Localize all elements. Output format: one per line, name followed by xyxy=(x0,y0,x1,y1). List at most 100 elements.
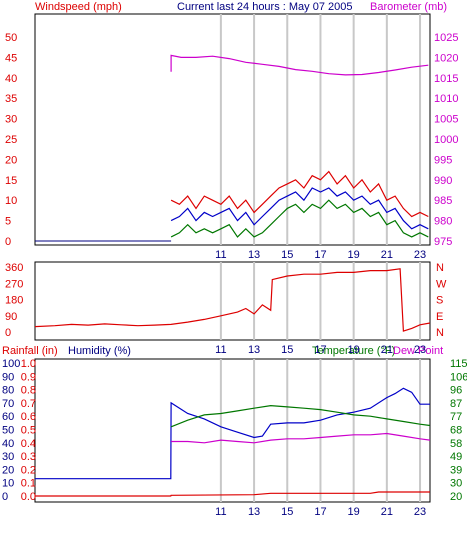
windspeed-tick-label: 5 xyxy=(5,216,11,228)
x-tick-label: 23 xyxy=(414,344,426,356)
humidity-tick-label: 50 xyxy=(2,425,14,437)
x-tick-label: 19 xyxy=(348,506,360,518)
wind-baro-line-green xyxy=(170,199,429,238)
windspeed-tick-label: 0 xyxy=(5,236,11,248)
wind-direction-tick-label: 90 xyxy=(5,311,17,323)
temperature-tick-label: 106 xyxy=(450,371,467,383)
barometer-tick-label: 995 xyxy=(434,154,452,166)
rain-hum-temp-line-green xyxy=(170,404,431,428)
wind-baro-line-magenta xyxy=(170,54,429,76)
wind-direction-line-red xyxy=(34,268,431,332)
plot-frame-wind-baro xyxy=(34,13,431,246)
x-tick-label: 23 xyxy=(414,506,426,518)
humidity-tick-label: 0 xyxy=(2,491,8,503)
humidity-tick-label: 30 xyxy=(2,451,14,463)
temperature-tick-label: 77 xyxy=(450,411,462,423)
dewpoint-axis-label: Dew Point xyxy=(393,345,443,357)
x-tick-label: 17 xyxy=(314,249,326,261)
temperature-tick-label: 96 xyxy=(450,385,462,397)
rain-hum-temp-line-red xyxy=(35,491,430,497)
chart-title: Current last 24 hours : May 07 2005 xyxy=(177,1,352,13)
rainfall-tick-label: 0.4 xyxy=(21,438,36,450)
rainfall-tick-label: 0.0 xyxy=(21,491,36,503)
windspeed-tick-label: 15 xyxy=(5,175,17,187)
rainfall-tick-label: 0.3 xyxy=(21,451,36,463)
windspeed-axis-label: Windspeed (mph) xyxy=(35,1,122,13)
x-tick-label: 13 xyxy=(248,344,260,356)
wind-direction-tick-label: 0 xyxy=(5,327,11,339)
x-tick-label: 15 xyxy=(281,506,293,518)
x-tick-label: 11 xyxy=(215,249,226,261)
windspeed-tick-label: 25 xyxy=(5,134,17,146)
humidity-tick-label: 90 xyxy=(2,371,14,383)
x-tick-label: 13 xyxy=(248,249,260,261)
rainfall-tick-label: 0.7 xyxy=(21,398,36,410)
x-tick-label: 21 xyxy=(381,506,393,518)
temperature-tick-label: 39 xyxy=(450,464,462,476)
x-tick-label: 15 xyxy=(281,344,293,356)
barometer-tick-label: 1025 xyxy=(434,32,458,44)
x-tick-label: 11 xyxy=(215,506,226,518)
x-tick-label: 13 xyxy=(248,506,260,518)
x-tick-label: 19 xyxy=(348,249,360,261)
barometer-tick-label: 990 xyxy=(434,175,452,187)
x-tick-label: 15 xyxy=(281,249,293,261)
wind-direction-tick-label: 360 xyxy=(5,262,23,274)
rainfall-axis-label: Rainfall (in) xyxy=(2,345,58,357)
barometer-tick-label: 1015 xyxy=(434,73,458,85)
barometer-tick-label: 1005 xyxy=(434,114,458,126)
compass-tick-label: N xyxy=(436,262,444,274)
rainfall-tick-label: 0.2 xyxy=(21,464,36,476)
x-tick-label: 21 xyxy=(381,344,393,356)
rainfall-tick-label: 0.5 xyxy=(21,425,36,437)
temperature-axis-label: Temperature (°F) xyxy=(312,345,395,357)
barometer-tick-label: 1020 xyxy=(434,52,458,64)
humidity-tick-label: 60 xyxy=(2,411,14,423)
rain-hum-temp-line-blue xyxy=(35,387,430,480)
humidity-tick-label: 40 xyxy=(2,438,14,450)
x-tick-label: 11 xyxy=(215,344,226,356)
compass-tick-label: S xyxy=(436,295,443,307)
barometer-axis-label: Barometer (mb) xyxy=(370,1,447,13)
compass-tick-label: W xyxy=(436,278,447,290)
plot-frame-wind-dir xyxy=(34,261,431,341)
windspeed-tick-label: 10 xyxy=(5,195,17,207)
wind-baro-line-red xyxy=(170,170,429,218)
humidity-axis-label: Humidity (%) xyxy=(68,345,131,357)
windspeed-tick-label: 20 xyxy=(5,154,17,166)
wind-direction-tick-label: 180 xyxy=(5,295,23,307)
humidity-tick-label: 100 xyxy=(2,358,20,370)
x-tick-label: 17 xyxy=(314,506,326,518)
temperature-tick-label: 30 xyxy=(450,478,462,490)
wind-direction-tick-label: 270 xyxy=(5,278,23,290)
x-tick-label: 23 xyxy=(414,249,426,261)
humidity-tick-label: 10 xyxy=(2,478,14,490)
temperature-tick-label: 68 xyxy=(450,425,462,437)
windspeed-tick-label: 40 xyxy=(5,73,17,85)
temperature-tick-label: 20 xyxy=(450,491,462,503)
temperature-tick-label: 58 xyxy=(450,438,462,450)
compass-tick-label: E xyxy=(436,311,443,323)
rainfall-tick-label: 0.8 xyxy=(21,385,36,397)
windspeed-tick-label: 30 xyxy=(5,114,17,126)
windspeed-tick-label: 50 xyxy=(5,32,17,44)
windspeed-tick-label: 45 xyxy=(5,52,17,64)
rainfall-tick-label: 0.6 xyxy=(21,411,36,423)
x-tick-label: 17 xyxy=(314,344,326,356)
temperature-tick-label: 49 xyxy=(450,451,462,463)
wind-baro-line-blue xyxy=(170,187,429,230)
x-tick-label: 21 xyxy=(381,249,393,261)
compass-tick-label: N xyxy=(436,327,444,339)
humidity-tick-label: 80 xyxy=(2,385,14,397)
rainfall-tick-label: 0.1 xyxy=(21,478,36,490)
temperature-tick-label: 115 xyxy=(450,358,467,370)
barometer-tick-label: 980 xyxy=(434,216,452,228)
humidity-tick-label: 20 xyxy=(2,464,14,476)
barometer-tick-label: 975 xyxy=(434,236,452,248)
rain-hum-temp-line-magenta xyxy=(171,432,431,444)
barometer-tick-label: 1010 xyxy=(434,93,458,105)
barometer-tick-label: 1000 xyxy=(434,134,458,146)
x-tick-label: 19 xyxy=(348,344,360,356)
barometer-tick-label: 985 xyxy=(434,195,452,207)
